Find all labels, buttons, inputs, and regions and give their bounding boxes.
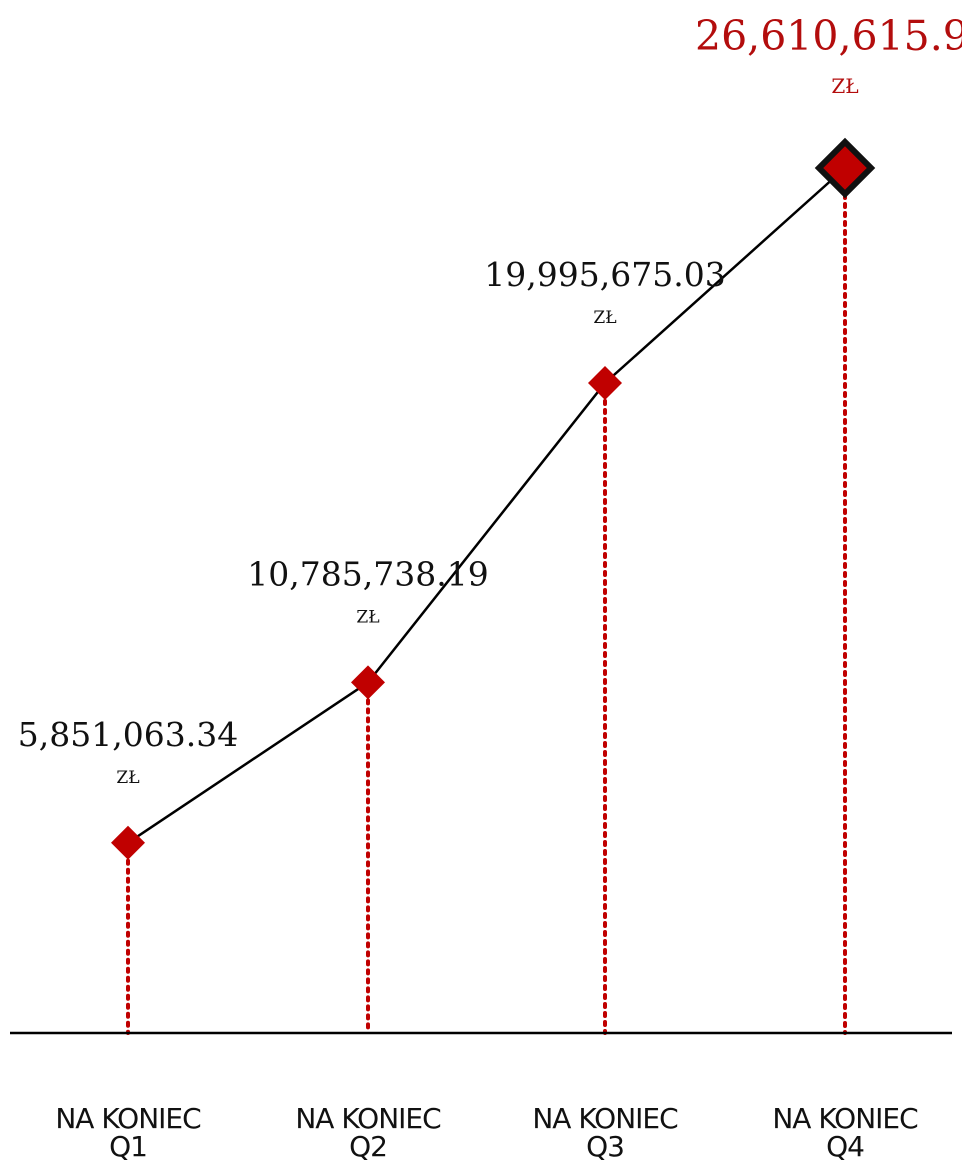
category-label-q4: NA KONIEC Q4 bbox=[772, 1102, 918, 1162]
marker-q1 bbox=[111, 825, 145, 860]
marker-q2 bbox=[351, 665, 385, 700]
series-line bbox=[127, 167, 846, 844]
category-label-q1: NA KONIEC Q1 bbox=[55, 1102, 201, 1162]
value-label-q1: 5,851,063.34 bbox=[18, 715, 238, 754]
value-label-q2: 10,785,738.19 bbox=[247, 554, 488, 593]
value-label-q3: 19,995,675.03 bbox=[484, 255, 725, 294]
currency-label-q1: ZŁ bbox=[116, 768, 139, 788]
currency-label-q3: ZŁ bbox=[593, 308, 616, 328]
currency-label-q2: ZŁ bbox=[356, 607, 379, 627]
marker-q3 bbox=[588, 366, 622, 401]
value-label-q4: 26,610,615.92 bbox=[695, 12, 962, 60]
category-label-q2: NA KONIEC Q2 bbox=[295, 1102, 441, 1162]
data-markers bbox=[111, 137, 876, 860]
marker-q4 bbox=[814, 137, 876, 199]
value-labels: 5,851,063.34 ZŁ 10,785,738.19 ZŁ 19,995,675.… bbox=[18, 12, 962, 788]
drop-lines bbox=[126, 166, 847, 1035]
currency-label-q4: ZŁ bbox=[831, 74, 858, 98]
category-labels: NA KONIEC Q1 NA KONIEC Q2 NA KONIEC Q3 NA KONI… bbox=[55, 1102, 919, 1162]
category-label-q3: NA KONIEC Q3 bbox=[532, 1102, 678, 1162]
